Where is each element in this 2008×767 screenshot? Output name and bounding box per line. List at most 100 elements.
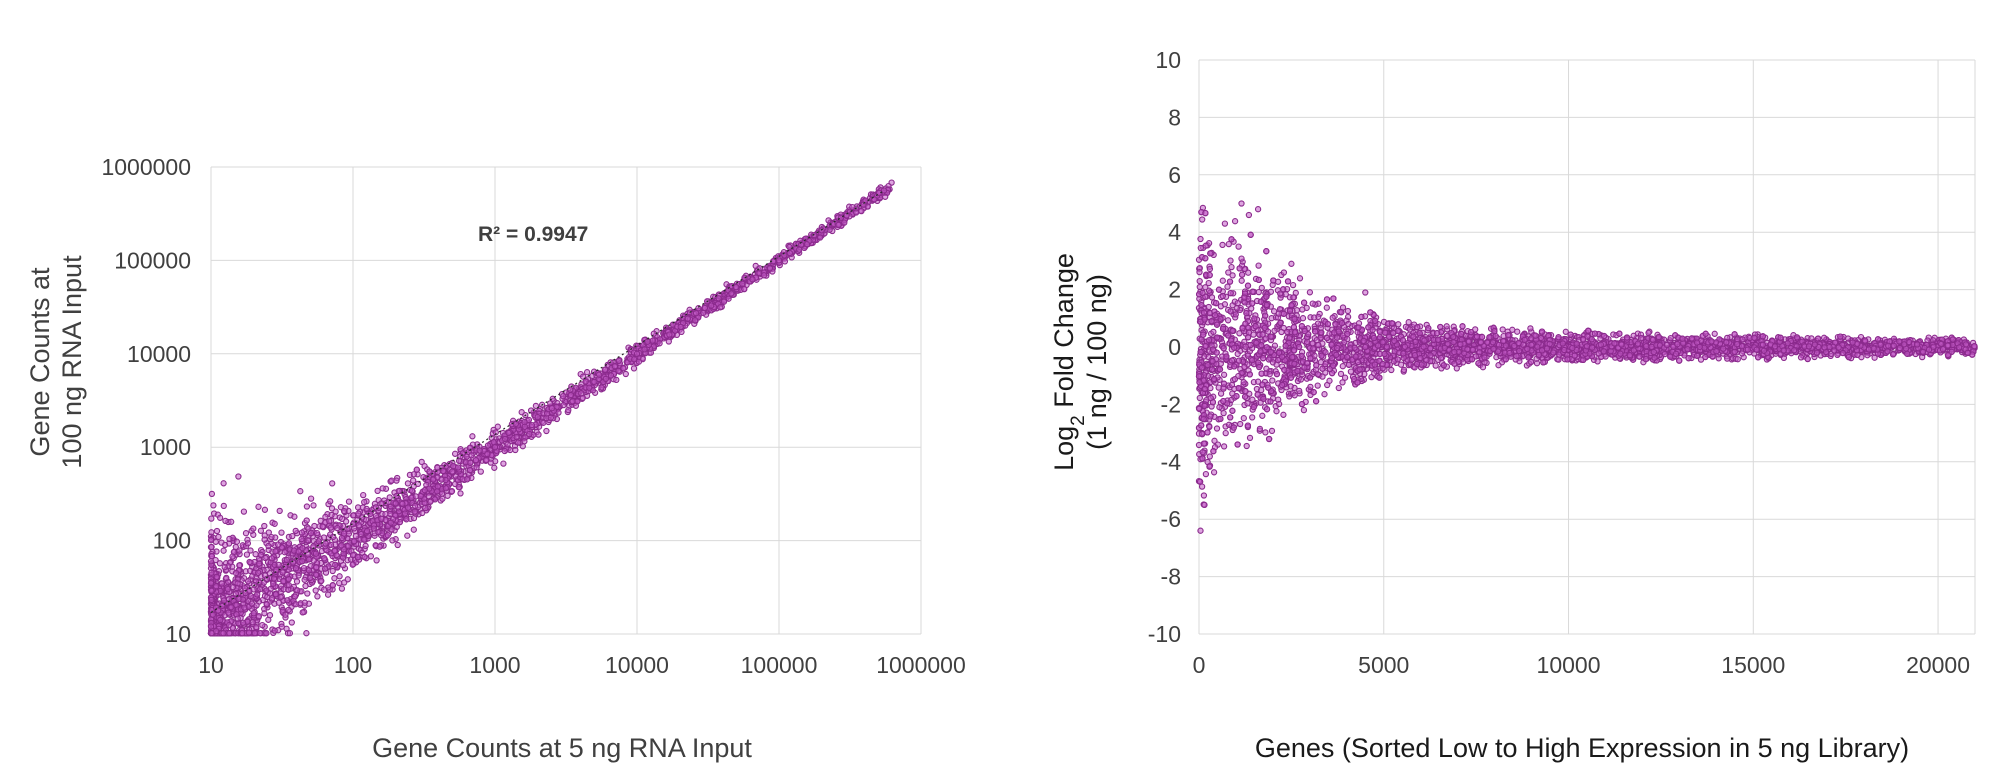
- left-scatter-point: [234, 615, 241, 622]
- left-scatter-point: [464, 476, 471, 483]
- left-scatter-point: [387, 519, 394, 526]
- left-scatter-point: [257, 527, 265, 534]
- left-scatter-point: [361, 553, 368, 561]
- right-scatter-point: [1224, 317, 1232, 324]
- left-scatter-point: [760, 272, 768, 279]
- left-scatter-point: [741, 285, 748, 293]
- right-scatter-point: [1259, 412, 1266, 419]
- left-scatter-point: [322, 513, 329, 521]
- left-scatter-point: [583, 369, 591, 376]
- left-scatter-point: [344, 543, 352, 550]
- left-scatter-point: [739, 280, 746, 287]
- left-scatter-point: [255, 613, 263, 620]
- left-scatter-point: [292, 565, 300, 572]
- left-scatter-point: [265, 529, 272, 536]
- left-scatter-point: [338, 515, 346, 523]
- left-scatter-point: [208, 529, 215, 536]
- right-scatter-point: [1237, 420, 1244, 428]
- left-scatter-point: [280, 578, 287, 585]
- left-scatter-point: [274, 541, 282, 548]
- left-scatter-point: [692, 310, 700, 317]
- left-scatter-point: [741, 274, 748, 281]
- left-scatter-point: [281, 563, 289, 571]
- left-scatter-point: [363, 527, 371, 535]
- left-scatter-point: [265, 542, 272, 550]
- left-scatter-point: [244, 578, 252, 585]
- left-scatter-point: [395, 487, 402, 495]
- left-scatter-point: [253, 623, 260, 631]
- left-scatter-point: [268, 595, 276, 602]
- left-scatter-point: [272, 548, 279, 555]
- left-scatter-point: [254, 591, 261, 598]
- left-scatter-point: [351, 538, 358, 545]
- left-scatter-point: [298, 535, 305, 543]
- left-scatter-point: [374, 487, 381, 495]
- left-scatter-point: [378, 515, 385, 522]
- left-x-tick-label: 100000: [741, 652, 818, 678]
- left-scatter-point: [279, 569, 286, 576]
- left-scatter-point: [811, 231, 818, 239]
- left-scatter-point: [379, 485, 386, 492]
- left-scatter-point: [250, 586, 257, 593]
- left-scatter-point: [598, 384, 605, 391]
- left-scatter-point: [355, 522, 363, 529]
- left-scatter-point: [565, 406, 572, 414]
- left-scatter-point: [312, 550, 320, 557]
- left-scatter-point: [440, 467, 447, 475]
- left-scatter-point: [248, 600, 256, 607]
- left-scatter-point: [666, 331, 673, 338]
- left-scatter-point: [454, 464, 462, 471]
- left-scatter-point: [255, 560, 263, 567]
- left-scatter-point: [438, 476, 445, 483]
- left-scatter-point: [796, 246, 803, 253]
- left-scatter-point: [327, 524, 334, 531]
- left-scatter-point: [442, 485, 450, 492]
- left-scatter-point: [221, 541, 229, 549]
- left-scatter-point: [504, 441, 511, 448]
- left-scatter-point: [451, 450, 459, 457]
- left-scatter-point: [336, 579, 343, 587]
- left-scatter-point: [327, 498, 334, 505]
- left-scatter-point: [246, 558, 253, 566]
- left-scatter-point: [220, 547, 227, 554]
- left-scatter-point: [434, 464, 441, 471]
- left-scatter-point: [321, 586, 328, 593]
- right-scatter-point: [1197, 244, 1204, 252]
- left-scatter-point: [252, 551, 259, 558]
- left-scatter-point: [678, 328, 685, 336]
- left-y-tick-label: 100000: [114, 247, 191, 273]
- left-scatter-point: [307, 529, 315, 537]
- left-scatter-point: [340, 507, 348, 515]
- right-scatter-point: [1219, 241, 1226, 249]
- left-scatter-point: [349, 551, 357, 559]
- left-scatter-point: [328, 505, 336, 512]
- left-scatter-point: [208, 515, 215, 522]
- left-scatter-point: [477, 468, 484, 475]
- left-scatter-point: [858, 207, 865, 215]
- left-scatter-point: [266, 590, 274, 597]
- left-scatter-point: [449, 468, 456, 475]
- left-x-tick-label: 1000: [469, 652, 520, 678]
- left-scatter-point: [312, 571, 320, 578]
- left-scatter-point: [567, 391, 575, 399]
- right-scatter-point: [1335, 384, 1342, 392]
- left-scatter-point: [388, 477, 395, 484]
- left-scatter-point: [276, 507, 283, 515]
- left-scatter-point: [332, 561, 339, 569]
- left-scatter-point: [220, 630, 227, 637]
- left-scatter-point: [532, 402, 540, 410]
- left-scatter-point: [649, 337, 656, 344]
- left-scatter-point: [313, 529, 321, 537]
- left-scatter-point: [426, 468, 433, 475]
- left-scatter-point: [572, 402, 580, 409]
- left-scatter-point: [261, 536, 268, 543]
- left-scatter-point: [257, 630, 264, 637]
- left-scatter-point: [301, 599, 308, 606]
- left-scatter-point: [217, 616, 224, 624]
- left-scatter-point: [261, 506, 269, 513]
- left-scatter-point: [324, 591, 332, 598]
- right-scatter-point: [1262, 429, 1269, 436]
- left-scatter-point: [213, 573, 220, 581]
- left-scatter-point: [215, 533, 222, 541]
- left-scatter-point: [270, 580, 277, 587]
